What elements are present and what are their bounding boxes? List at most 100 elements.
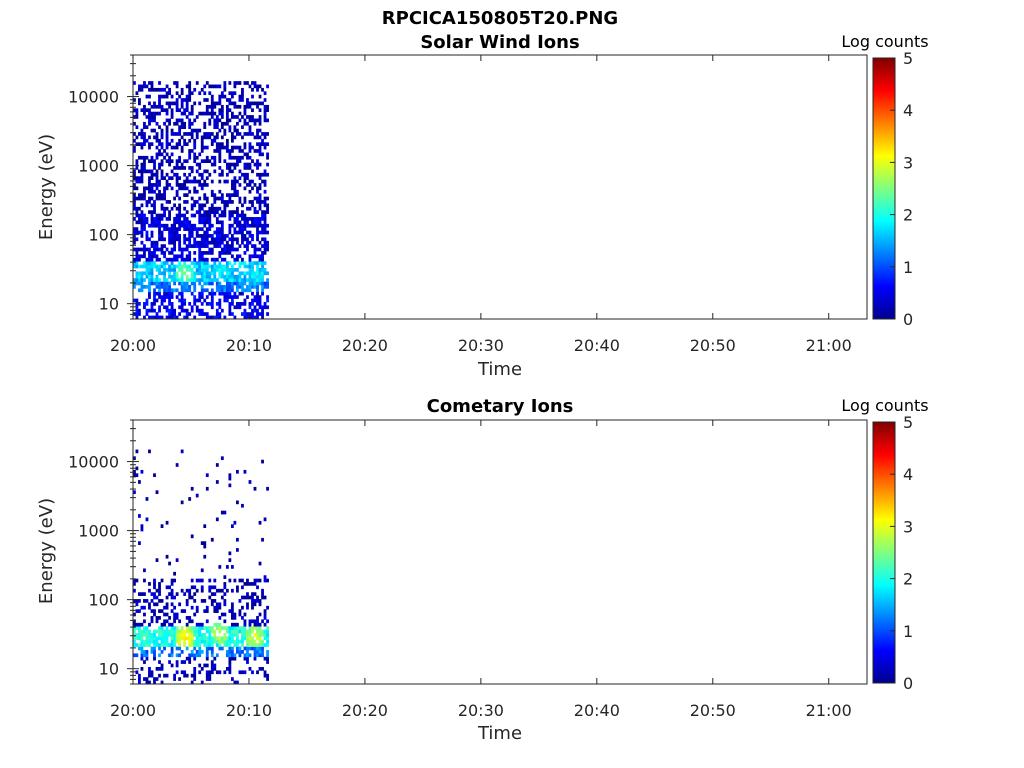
spectrogram-cell [261, 138, 264, 143]
spectrogram-cell [148, 121, 151, 126]
spectrogram-cell [180, 650, 184, 654]
spectrogram-cell [195, 128, 199, 133]
spectrogram-cell [238, 670, 242, 675]
spectrogram-cell [213, 200, 217, 204]
spectrogram-cell [168, 155, 171, 160]
spectrogram-cell [258, 639, 262, 644]
spectrogram-cell [246, 115, 249, 119]
spectrogram-cell [223, 510, 227, 515]
spectrogram-cell [213, 125, 217, 130]
spectrogram-cell [193, 179, 197, 184]
spectrogram-cell [215, 149, 219, 153]
spectrogram-cell [183, 261, 187, 265]
spectrogram-cell [173, 612, 177, 617]
spectrogram-cell [198, 622, 202, 627]
spectrogram-cell [213, 230, 217, 235]
spectrogram-cell [261, 646, 264, 651]
spectrogram-cell [205, 629, 209, 634]
spectrogram-cell [135, 230, 139, 235]
spectrogram-cell [198, 639, 202, 644]
spectrogram-cell [261, 278, 264, 282]
spectrogram-cell [228, 217, 232, 221]
spectrogram-cell [243, 582, 247, 586]
spectrogram-cell [135, 278, 139, 282]
spectrogram-cell [150, 189, 154, 194]
spectrogram-cell [195, 169, 199, 174]
spectrogram-cell [243, 111, 247, 116]
spectrogram-cell [155, 186, 159, 191]
spectrogram-cell [241, 91, 244, 96]
spectrogram-cell [190, 308, 194, 313]
spectrogram-cell [158, 166, 161, 170]
spectrogram-cell [180, 98, 184, 102]
spectrogram-cell [153, 595, 156, 600]
spectrogram-cell [205, 673, 209, 678]
spectrogram-cell [248, 254, 252, 259]
spectrogram-cell [210, 203, 214, 208]
spectrogram-cell [165, 602, 169, 607]
spectrogram-cell [175, 626, 179, 630]
spectrogram-cell [230, 254, 234, 259]
spectrogram-cell [153, 473, 156, 478]
spectrogram-cell [205, 656, 209, 661]
spectrogram-cell [205, 108, 209, 113]
spectrogram-cell [218, 155, 222, 160]
spectrogram-cell [133, 629, 136, 634]
spectrogram-cell [266, 633, 269, 637]
spectrogram-cell [230, 298, 234, 303]
spectrogram-cell [208, 271, 212, 276]
spectrogram-cell [170, 622, 174, 627]
spectrogram-cell [251, 145, 254, 150]
spectrogram-cell [183, 308, 187, 313]
spectrogram-cell [218, 172, 222, 177]
spectrogram-cell [153, 159, 156, 163]
spectrogram-cell [153, 223, 156, 228]
spectrogram-cell [253, 118, 257, 123]
spectrogram-cell [208, 234, 212, 238]
spectrogram-cell [143, 251, 146, 255]
spectrogram-cell [185, 244, 189, 248]
spectrogram-cell [195, 189, 199, 194]
spectrogram-cell [200, 149, 204, 153]
spectrogram-cell [133, 230, 136, 235]
spectrogram-cell [143, 639, 146, 644]
spectrogram-cell [190, 680, 194, 685]
spectrogram-cell [218, 254, 222, 259]
spectrogram-cell [253, 578, 257, 583]
spectrogram-cell [203, 268, 207, 272]
spectrogram-cell [246, 288, 249, 293]
spectrogram-cell [170, 291, 174, 296]
spectrogram-cell [135, 622, 139, 627]
spectrogram-cell [241, 578, 244, 583]
spectrogram-cell [185, 646, 189, 651]
spectrogram-cell [173, 677, 177, 681]
spectrogram-cell [215, 264, 219, 269]
spectrogram-cell [223, 203, 227, 208]
spectrogram-cell [263, 575, 267, 579]
spectrogram-cell [225, 240, 229, 245]
spectrogram-cell [225, 274, 229, 279]
spectrogram-cell [160, 636, 164, 641]
spectrogram-cell [175, 639, 179, 644]
spectrogram-cell [218, 98, 222, 102]
spectrogram-cell [163, 210, 166, 214]
spectrogram-cell [190, 244, 194, 248]
spectrogram-cell [200, 622, 204, 627]
spectrogram-cell [258, 176, 262, 180]
spectrogram-cell [263, 91, 267, 96]
spectrogram-cell [253, 81, 257, 85]
spectrogram-cell [200, 234, 204, 238]
spectrogram-cell [165, 673, 169, 678]
spectrogram-cell [248, 217, 252, 221]
spectrogram-cell [175, 189, 179, 194]
spectrogram-cell [200, 138, 204, 143]
spectrogram-cell [155, 490, 159, 495]
spectrogram-cell [258, 629, 262, 634]
spectrogram-cell [205, 98, 209, 102]
spectrogram-cell [256, 636, 259, 641]
spectrogram-cell [236, 285, 239, 289]
spectrogram-cell [213, 291, 217, 296]
spectrogram-cell [170, 663, 174, 668]
spectrogram-cell [185, 268, 189, 272]
spectrogram-cell [150, 169, 154, 174]
